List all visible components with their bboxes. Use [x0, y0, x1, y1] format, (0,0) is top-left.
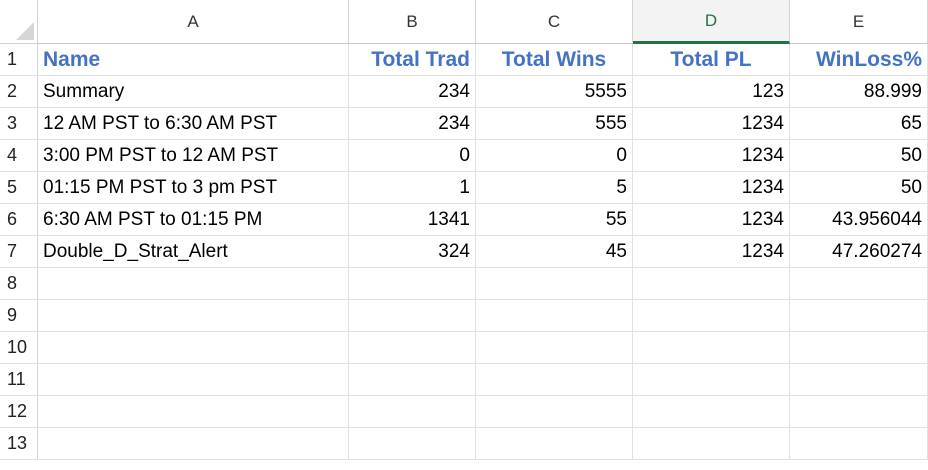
cell-c7[interactable]: 45	[476, 236, 633, 268]
cell-a7[interactable]: Double_D_Strat_Alert	[38, 236, 349, 268]
row-header-12[interactable]: 12	[0, 396, 38, 428]
cell-c8[interactable]	[476, 268, 633, 300]
row-header-4[interactable]: 4	[0, 140, 38, 172]
cell-a2[interactable]: Summary	[38, 76, 349, 108]
row-header-5[interactable]: 5	[0, 172, 38, 204]
cell-b1[interactable]: Total Trad	[349, 44, 476, 76]
column-header-a[interactable]: A	[38, 0, 349, 44]
cell-c6[interactable]: 55	[476, 204, 633, 236]
cell-d9[interactable]	[633, 300, 790, 332]
cell-d6[interactable]: 1234	[633, 204, 790, 236]
row-header-8[interactable]: 8	[0, 268, 38, 300]
cell-a12[interactable]	[38, 396, 349, 428]
cell-a13[interactable]	[38, 428, 349, 460]
select-all-corner[interactable]	[0, 0, 38, 44]
cell-e6[interactable]: 43.956044	[790, 204, 928, 236]
cell-c13[interactable]	[476, 428, 633, 460]
row-header-10[interactable]: 10	[0, 332, 38, 364]
cell-d4[interactable]: 1234	[633, 140, 790, 172]
cell-d2[interactable]: 123	[633, 76, 790, 108]
cell-c11[interactable]	[476, 364, 633, 396]
cell-d5[interactable]: 1234	[633, 172, 790, 204]
cell-d12[interactable]	[633, 396, 790, 428]
row-header-6[interactable]: 6	[0, 204, 38, 236]
cell-b6[interactable]: 1341	[349, 204, 476, 236]
cell-a11[interactable]	[38, 364, 349, 396]
cell-e10[interactable]	[790, 332, 928, 364]
cell-b11[interactable]	[349, 364, 476, 396]
cell-a3[interactable]: 12 AM PST to 6:30 AM PST	[38, 108, 349, 140]
cell-b5[interactable]: 1	[349, 172, 476, 204]
row-header-7[interactable]: 7	[0, 236, 38, 268]
cell-a6[interactable]: 6:30 AM PST to 01:15 PM	[38, 204, 349, 236]
cell-b13[interactable]	[349, 428, 476, 460]
cell-a9[interactable]	[38, 300, 349, 332]
cell-e7[interactable]: 47.260274	[790, 236, 928, 268]
cell-e1[interactable]: WinLoss%	[790, 44, 928, 76]
cell-e9[interactable]	[790, 300, 928, 332]
cell-b7[interactable]: 324	[349, 236, 476, 268]
cell-b8[interactable]	[349, 268, 476, 300]
row-header-9[interactable]: 9	[0, 300, 38, 332]
cell-b3[interactable]: 234	[349, 108, 476, 140]
cell-b4[interactable]: 0	[349, 140, 476, 172]
cell-d13[interactable]	[633, 428, 790, 460]
row-header-3[interactable]: 3	[0, 108, 38, 140]
cell-a5[interactable]: 01:15 PM PST to 3 pm PST	[38, 172, 349, 204]
column-header-b[interactable]: B	[349, 0, 476, 44]
cell-d8[interactable]	[633, 268, 790, 300]
cell-e5[interactable]: 50	[790, 172, 928, 204]
cell-b12[interactable]	[349, 396, 476, 428]
column-header-d[interactable]: D	[633, 0, 790, 44]
column-header-c[interactable]: C	[476, 0, 633, 44]
cell-b10[interactable]	[349, 332, 476, 364]
cell-e2[interactable]: 88.999	[790, 76, 928, 108]
cell-e12[interactable]	[790, 396, 928, 428]
cell-a4[interactable]: 3:00 PM PST to 12 AM PST	[38, 140, 349, 172]
cell-e8[interactable]	[790, 268, 928, 300]
cell-c9[interactable]	[476, 300, 633, 332]
cell-c1[interactable]: Total Wins	[476, 44, 633, 76]
cell-c12[interactable]	[476, 396, 633, 428]
cell-d7[interactable]: 1234	[633, 236, 790, 268]
cell-a1[interactable]: Name	[38, 44, 349, 76]
cell-d11[interactable]	[633, 364, 790, 396]
row-header-2[interactable]: 2	[0, 76, 38, 108]
cell-a8[interactable]	[38, 268, 349, 300]
cell-c4[interactable]: 0	[476, 140, 633, 172]
select-all-triangle-icon	[16, 22, 34, 40]
cell-b2[interactable]: 234	[349, 76, 476, 108]
cell-c5[interactable]: 5	[476, 172, 633, 204]
cell-e13[interactable]	[790, 428, 928, 460]
cell-d3[interactable]: 1234	[633, 108, 790, 140]
cell-a10[interactable]	[38, 332, 349, 364]
row-header-13[interactable]: 13	[0, 428, 38, 460]
cell-d1[interactable]: Total PL	[633, 44, 790, 76]
cell-c3[interactable]: 555	[476, 108, 633, 140]
cell-b9[interactable]	[349, 300, 476, 332]
row-header-1[interactable]: 1	[0, 44, 38, 76]
cell-c2[interactable]: 5555	[476, 76, 633, 108]
column-header-e[interactable]: E	[790, 0, 928, 44]
row-header-11[interactable]: 11	[0, 364, 38, 396]
cell-e4[interactable]: 50	[790, 140, 928, 172]
cell-c10[interactable]	[476, 332, 633, 364]
cell-d10[interactable]	[633, 332, 790, 364]
cell-e11[interactable]	[790, 364, 928, 396]
cell-e3[interactable]: 65	[790, 108, 928, 140]
